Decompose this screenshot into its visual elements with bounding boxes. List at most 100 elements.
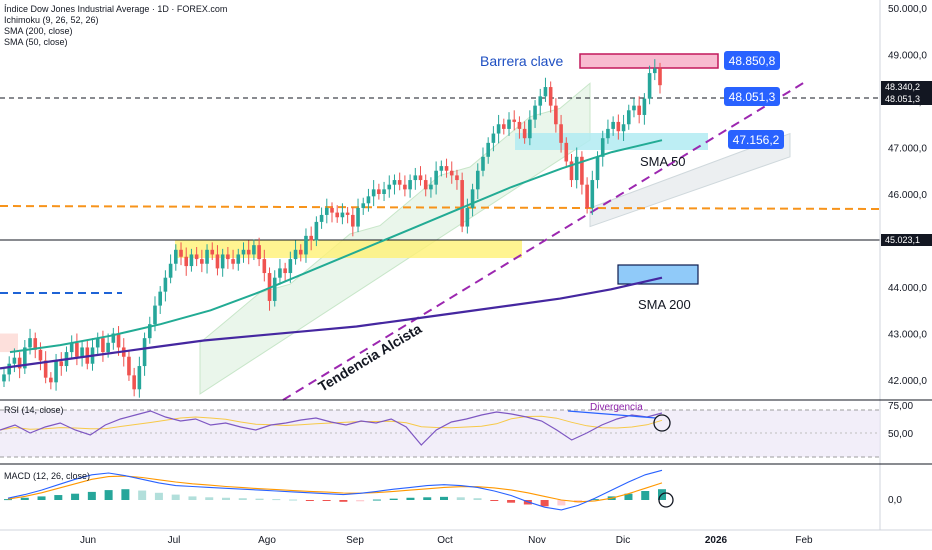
candle — [33, 338, 38, 350]
candle — [132, 375, 136, 390]
candle — [335, 212, 340, 218]
macd-bar — [507, 500, 516, 503]
candle — [158, 291, 162, 306]
macd-bar — [624, 493, 633, 500]
candle — [215, 254, 220, 269]
candle — [585, 184, 589, 208]
time-tick-label: Oct — [437, 535, 453, 546]
candle — [637, 105, 641, 115]
macd-bar — [54, 495, 63, 500]
candle — [298, 249, 303, 255]
macd-highlight-circle — [658, 492, 674, 508]
barrier-label: Barrera clave — [480, 53, 563, 69]
candle — [600, 138, 605, 157]
macd-bar — [154, 492, 163, 500]
candle — [147, 324, 152, 339]
candle — [262, 259, 267, 274]
candle — [340, 212, 345, 218]
price-axis[interactable]: 42.000,043.000,044.000,045.000,046.000,0… — [888, 4, 927, 387]
candle — [54, 361, 58, 383]
candle — [444, 166, 449, 171]
divergence-label: Divergencia — [590, 402, 643, 413]
solid-level-text: 45.023,1 — [885, 235, 920, 245]
candle — [533, 105, 537, 120]
macd-bar — [322, 500, 331, 501]
legend-ichimoku[interactable]: Ichimoku (9, 26, 52, 26) — [4, 15, 99, 25]
mid-callout — [724, 87, 780, 106]
candle — [137, 366, 142, 390]
macd-bar — [138, 490, 147, 500]
candle — [611, 121, 615, 129]
candle — [246, 249, 251, 255]
divergence-line — [567, 410, 657, 419]
price-tick-label: 42.000,0 — [888, 376, 927, 387]
macd-bar — [238, 498, 247, 500]
candle — [496, 124, 501, 134]
candle — [502, 124, 506, 129]
candle — [465, 207, 470, 227]
cloud-area-left — [0, 333, 18, 353]
candle — [226, 254, 230, 260]
candle — [179, 249, 183, 257]
cloud-area-forward — [589, 132, 791, 228]
candle — [606, 128, 610, 139]
price-tick-label: 43.000,0 — [888, 330, 927, 341]
candle — [543, 87, 548, 97]
candle — [220, 254, 225, 269]
candle — [2, 374, 6, 382]
macd-bar — [71, 493, 80, 500]
chart-legend: Índice Dow Jones Industrial Average · 1D… — [4, 4, 227, 48]
price-tick-label: 50.000,0 — [888, 4, 927, 15]
candle — [429, 184, 433, 190]
candle — [616, 121, 621, 132]
candle — [278, 268, 282, 278]
candle — [168, 263, 173, 278]
price-tick-label: 47.000,0 — [888, 144, 927, 155]
time-tick-label: Nov — [528, 535, 546, 546]
cyan-support-zone — [515, 133, 708, 150]
time-tick-label: Ago — [258, 535, 276, 546]
candle — [392, 180, 397, 185]
candle — [538, 96, 543, 106]
time-tick-label: Jul — [168, 535, 181, 546]
legend-sma200[interactable]: SMA (200, close) — [4, 26, 73, 36]
candle — [231, 259, 235, 264]
dashed-level-tag — [881, 93, 932, 105]
candle — [23, 347, 27, 369]
candle — [142, 338, 147, 367]
candle — [642, 98, 647, 115]
mid-callout-text: 48.051,3 — [729, 90, 776, 104]
time-axis[interactable]: Jun Jul Ago Sep Oct Nov Dic 2026 Feb — [80, 535, 813, 546]
candle — [371, 189, 376, 197]
macd-bar — [372, 499, 381, 501]
candle — [486, 142, 490, 157]
candle — [293, 249, 298, 260]
candle — [153, 305, 157, 325]
candle — [403, 184, 407, 190]
macd-bar — [406, 497, 415, 500]
candle — [413, 175, 418, 181]
candle — [418, 175, 423, 181]
macd-bar — [305, 500, 314, 501]
candle — [658, 68, 662, 86]
legend-sma50[interactable]: SMA (50, close) — [4, 37, 68, 47]
pink-resistance-zone — [579, 53, 719, 69]
last-price-text: 48.340,2 — [885, 82, 920, 92]
macd-bar — [4, 499, 12, 501]
rsi-ma-line — [0, 415, 663, 431]
candle — [522, 128, 527, 139]
candle — [75, 342, 79, 357]
macd-bar — [121, 489, 130, 500]
candle — [361, 203, 366, 208]
macd-bar — [473, 498, 482, 500]
last-price-tag — [881, 81, 932, 93]
macd-bar — [540, 500, 549, 507]
macd-bar — [104, 490, 113, 500]
candle — [95, 338, 100, 348]
candle — [101, 338, 105, 353]
sma50-label: SMA 50 — [640, 154, 686, 169]
candle — [189, 254, 194, 267]
macd-histogram — [4, 489, 666, 507]
macd-tick-zero: 0,0 — [888, 495, 902, 506]
